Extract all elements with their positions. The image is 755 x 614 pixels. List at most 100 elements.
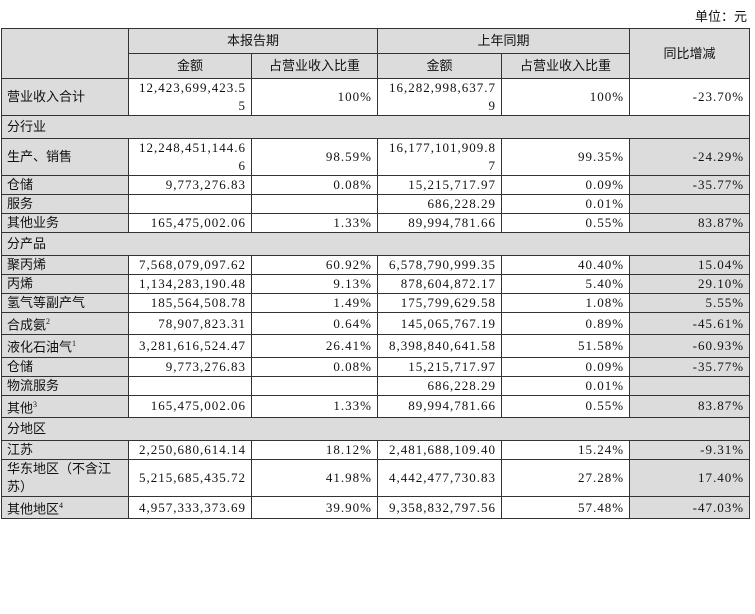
row-label: 其他地区4 [1,495,129,520]
row: 江苏 2,250,680,614.14 18.12% 2,481,688,109.40… [1,439,751,460]
value-cell: 100% [250,78,379,116]
label-text: 其他业务 [7,215,60,230]
row-label: 其他3 [1,394,129,418]
value-cell: 15,215,717.97 [377,175,503,195]
row-label: 营业收入合计 [1,78,129,116]
row-label: 丙烯 [1,274,129,294]
value-cell: 0.01% [501,194,631,214]
row-label: 其他业务 [1,213,129,233]
row: 仓储 9,773,276.83 0.08% 15,215,717.97 0.09% -35… [1,175,751,195]
label-text: 仓储 [7,358,34,374]
value-cell: 2,250,680,614.14 [128,439,252,460]
value-cell: 165,475,002.06 [128,213,252,233]
label-text: 聚丙烯 [7,257,47,272]
footnote-mark: 1 [72,339,77,349]
row: 仓储 9,773,276.83 0.08% 15,215,717.97 0.09% -35… [1,356,751,377]
value-cell: 100% [501,78,631,116]
row: 聚丙烯 7,568,079,097.62 60.92% 6,578,790,999.3… [1,255,751,275]
header-cell: 本报告期 [127,28,379,54]
label-text: 丙烯 [7,276,34,291]
value-cell: 57.48% [501,495,631,520]
value-cell: 9,358,832,797.56 [377,495,503,520]
row-label: 液化石油气1 [1,334,129,358]
value-cell: 2,481,688,109.40 [377,439,503,460]
value-cell: 0.64% [250,311,379,336]
row-label: 华东地区（不含江苏） [1,458,129,497]
row: 氢气等副产气 185,564,508.78 1.49% 175,799,629.58 1… [1,293,751,313]
value-cell: -23.70% [629,78,751,116]
value-cell: 1.33% [250,213,379,233]
label-text: 生产、销售 [7,149,73,164]
row-label: 物流服务 [1,375,129,396]
value-cell: 0.08% [250,356,379,377]
row-label: 生产、销售 [1,138,129,176]
row: 物流服务 686,228.29 0.01% [1,375,751,396]
unit: 单位：元 [694,9,747,24]
value-cell: 26.41% [250,334,379,358]
value-cell: 41.98% [250,458,379,497]
value-cell: 15.24% [501,439,631,460]
label-text: 其他 [7,399,34,415]
header-cell: 金额 [128,53,252,79]
row: 服务 686,228.29 0.01% [1,194,751,214]
value-cell: 9.13% [250,274,379,294]
value-cell: 16,177,101,909.87 [377,138,503,176]
table: 本报告期 上年同期 同比增减 金额 占营业收入比重 金额 占营业收入比重 营业收… [0,28,751,520]
value-cell: 0.09% [501,175,631,195]
row: 营业收入合计 12,423,699,423.55 100% 16,282,998,63… [1,78,751,116]
value-cell: 60.92% [250,255,379,275]
row: 分产品 [0,232,751,256]
value-cell: 0.01% [501,375,631,396]
value-cell: 175,799,629.58 [377,293,503,313]
section-cell: 分地区 [0,416,751,441]
value-cell: 165,475,002.06 [128,394,252,418]
header-cell: 占营业收入比重 [501,53,631,79]
value-cell: 1,134,283,190.48 [128,274,252,294]
value-cell: 29.10% [629,274,751,294]
row: 其他3 165,475,002.06 1.33% 89,994,781.66 0.55%… [1,394,751,418]
value-cell: 83.87% [629,213,751,233]
value-cell: 4,442,477,730.83 [377,458,503,497]
value-cell: 0.08% [250,175,379,195]
row-label: 聚丙烯 [1,255,129,275]
label-text: 华东地区（不含江苏） [7,460,112,494]
label-text: 其他地区 [7,501,60,517]
value-cell: 99.35% [501,138,631,176]
value-cell: 12,423,699,423.55 [128,78,252,116]
label-text: 氢气等副产气 [7,295,86,310]
row: 其他业务 165,475,002.06 1.33% 89,994,781.66 0.55… [1,213,751,233]
header-cell: 金额 [377,53,503,79]
label-text: 合成氨 [7,317,47,333]
label-text: 营业收入合计 [7,89,86,104]
header-cell: 占营业收入比重 [250,53,379,79]
row: 生产、销售 12,248,451,144.66 98.59% 16,177,101,9… [1,138,751,176]
value-cell: 0.55% [501,213,631,233]
header-cell [1,28,129,79]
row-label: 仓储 [1,175,129,195]
value-cell: 1.49% [250,293,379,313]
value-cell [250,375,379,396]
value-cell: -35.77% [629,175,751,195]
value-cell: 78,907,823.31 [128,311,252,336]
row: 分行业 [0,115,751,139]
value-cell: 0.55% [501,394,631,418]
value-cell: 686,228.29 [377,375,503,396]
value-cell: 15,215,717.97 [377,356,503,377]
value-cell: 1.08% [501,293,631,313]
row: 丙烯 1,134,283,190.48 9.13% 878,604,872.17 5.4… [1,274,751,294]
value-cell: 1.33% [250,394,379,418]
value-cell: -47.03% [629,495,751,520]
value-cell: 9,773,276.83 [128,356,252,377]
row: 其他地区4 4,957,333,373.69 39.90% 9,358,832,797… [1,495,751,520]
value-cell: 0.89% [501,311,631,336]
value-cell: 145,065,767.19 [377,311,503,336]
value-cell: 27.28% [501,458,631,497]
value-cell: -45.61% [629,311,751,336]
row: 合成氨2 78,907,823.31 0.64% 145,065,767.19 0.89… [1,311,751,336]
row-label: 江苏 [1,439,129,460]
footnote-mark: 2 [46,317,51,326]
value-cell: 8,398,840,641.58 [377,334,503,358]
value-cell: 6,578,790,999.35 [377,255,503,275]
value-cell: 12,248,451,144.66 [128,138,252,176]
